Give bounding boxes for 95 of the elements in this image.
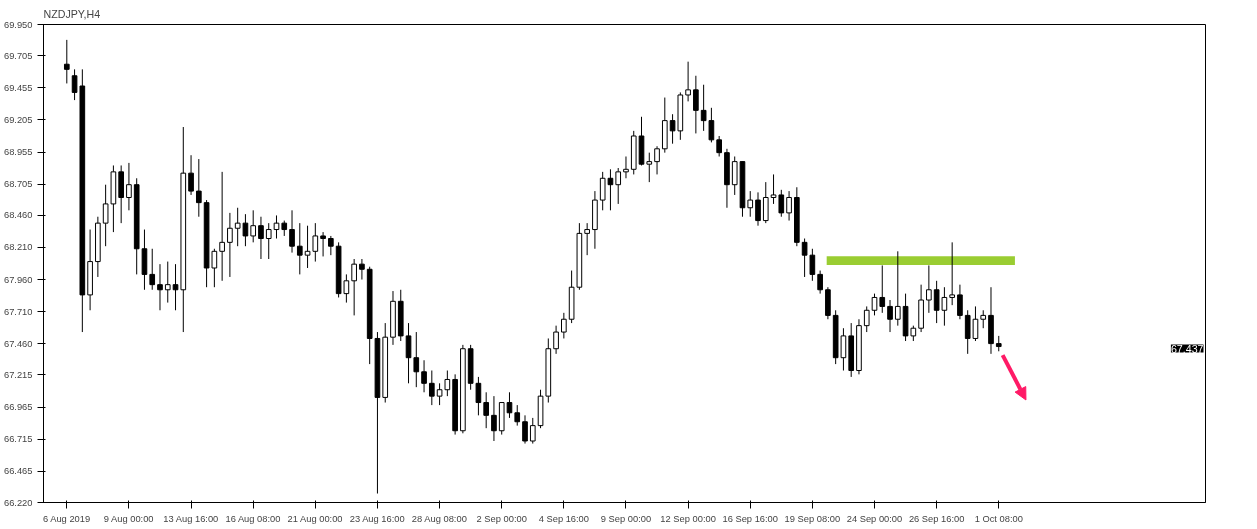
candlestick bbox=[483, 391, 490, 429]
chart-title: NZDJPY,H4 bbox=[43, 7, 101, 20]
y-tick-label: 69.455 bbox=[3, 82, 33, 93]
y-tick-label: 67.960 bbox=[3, 274, 33, 285]
candlestick bbox=[428, 370, 435, 406]
candlestick bbox=[475, 376, 482, 416]
candlestick bbox=[693, 75, 699, 134]
candlestick bbox=[926, 264, 932, 314]
candlestick bbox=[289, 209, 295, 254]
candlestick bbox=[887, 299, 893, 333]
candlestick bbox=[553, 325, 559, 355]
y-tick-label: 68.460 bbox=[3, 210, 33, 221]
candlestick bbox=[405, 322, 412, 384]
candlestick bbox=[879, 264, 886, 314]
candlestick bbox=[320, 231, 326, 257]
x-tick-label: 9 Aug 00:00 bbox=[103, 513, 154, 524]
candlestick bbox=[444, 370, 451, 397]
x-tick-label: 19 Sep 08:00 bbox=[784, 513, 841, 524]
candlestick bbox=[755, 191, 761, 227]
candlestick bbox=[413, 331, 420, 388]
candlestick bbox=[265, 222, 272, 260]
x-tick-label: 13 Aug 16:00 bbox=[163, 513, 219, 524]
candlestick bbox=[654, 145, 660, 175]
candlestick bbox=[623, 155, 629, 179]
y-tick-label: 68.705 bbox=[3, 179, 33, 190]
candlestick bbox=[584, 222, 590, 256]
y-tick-label: 66.715 bbox=[3, 434, 33, 445]
candlestick bbox=[894, 250, 901, 327]
candlestick bbox=[685, 61, 691, 102]
candlestick bbox=[646, 152, 653, 183]
candlestick bbox=[312, 222, 319, 263]
y-tick-label: 66.965 bbox=[3, 402, 33, 413]
y-tick-label: 66.465 bbox=[3, 466, 33, 477]
x-tick-label: 28 Aug 08:00 bbox=[411, 513, 467, 524]
candlestick bbox=[522, 414, 528, 445]
candlestick bbox=[957, 284, 963, 320]
x-tick-label: 2 Sep 00:00 bbox=[476, 513, 527, 524]
y-tick-label: 67.460 bbox=[3, 338, 33, 349]
x-tick-label: 24 Sep 00:00 bbox=[846, 513, 903, 524]
candlestick bbox=[188, 154, 194, 196]
text: 67.437 bbox=[1170, 342, 1204, 355]
y-tick-label: 68.955 bbox=[3, 147, 33, 158]
candlestick bbox=[529, 417, 536, 445]
y-tick-label: 67.215 bbox=[3, 369, 33, 380]
x-tick-label: 16 Sep 16:00 bbox=[722, 513, 778, 524]
candlestick bbox=[227, 212, 233, 278]
candlestick bbox=[708, 107, 715, 143]
candlestick bbox=[164, 261, 171, 304]
candlestick bbox=[296, 222, 303, 275]
y-tick-label: 68.210 bbox=[3, 242, 33, 253]
x-tick-label: 6 Aug 2019 bbox=[42, 513, 91, 524]
candlestick bbox=[561, 312, 567, 339]
y-tick-label: 69.205 bbox=[3, 114, 33, 125]
candlestick bbox=[250, 209, 257, 243]
x-tick-label: 23 Aug 16:00 bbox=[349, 513, 405, 524]
y-tick-label: 69.705 bbox=[3, 50, 33, 61]
x-tick-label: 1 Oct 08:00 bbox=[974, 513, 1023, 524]
candlestick bbox=[700, 84, 707, 132]
candlestick bbox=[126, 162, 132, 211]
candlestick bbox=[258, 216, 264, 260]
candlestick bbox=[716, 135, 722, 157]
candlestick bbox=[328, 235, 334, 256]
candlestick bbox=[786, 190, 792, 222]
y-tick-label: 66.220 bbox=[3, 497, 33, 508]
candlestick bbox=[149, 248, 156, 291]
candlestick bbox=[949, 241, 955, 306]
candlestick bbox=[615, 167, 622, 205]
candlestick bbox=[809, 248, 816, 282]
candlestick bbox=[63, 39, 70, 84]
candlestick bbox=[491, 395, 497, 442]
x-tick-label: 26 Sep 16:00 bbox=[908, 513, 965, 524]
candlestick bbox=[359, 258, 365, 281]
candlestick bbox=[102, 184, 109, 247]
candlestick bbox=[762, 181, 769, 224]
x-tick-label: 16 Aug 08:00 bbox=[225, 513, 281, 524]
candlestick bbox=[273, 214, 280, 240]
candlestick bbox=[219, 171, 225, 282]
candlestick bbox=[747, 190, 754, 218]
candlestick bbox=[801, 238, 808, 278]
y-tick-label: 69.950 bbox=[3, 19, 33, 30]
candlestick bbox=[304, 225, 311, 269]
x-tick-label: 4 Sep 16:00 bbox=[538, 513, 589, 524]
candlestick bbox=[871, 293, 878, 316]
candlestick bbox=[351, 258, 357, 316]
candlestick bbox=[514, 404, 521, 427]
candlestick bbox=[196, 158, 202, 218]
y-tick-label: 67.710 bbox=[3, 306, 33, 317]
candlestick bbox=[863, 305, 870, 333]
candlestick bbox=[436, 382, 443, 406]
candlestick bbox=[157, 263, 163, 311]
x-tick-label: 12 Sep 00:00 bbox=[660, 513, 716, 524]
candlestick bbox=[817, 270, 823, 295]
x-tick-label: 9 Sep 00:00 bbox=[600, 513, 652, 524]
x-tick-label: 21 Aug 00:00 bbox=[287, 513, 343, 524]
candlestick bbox=[421, 359, 427, 393]
